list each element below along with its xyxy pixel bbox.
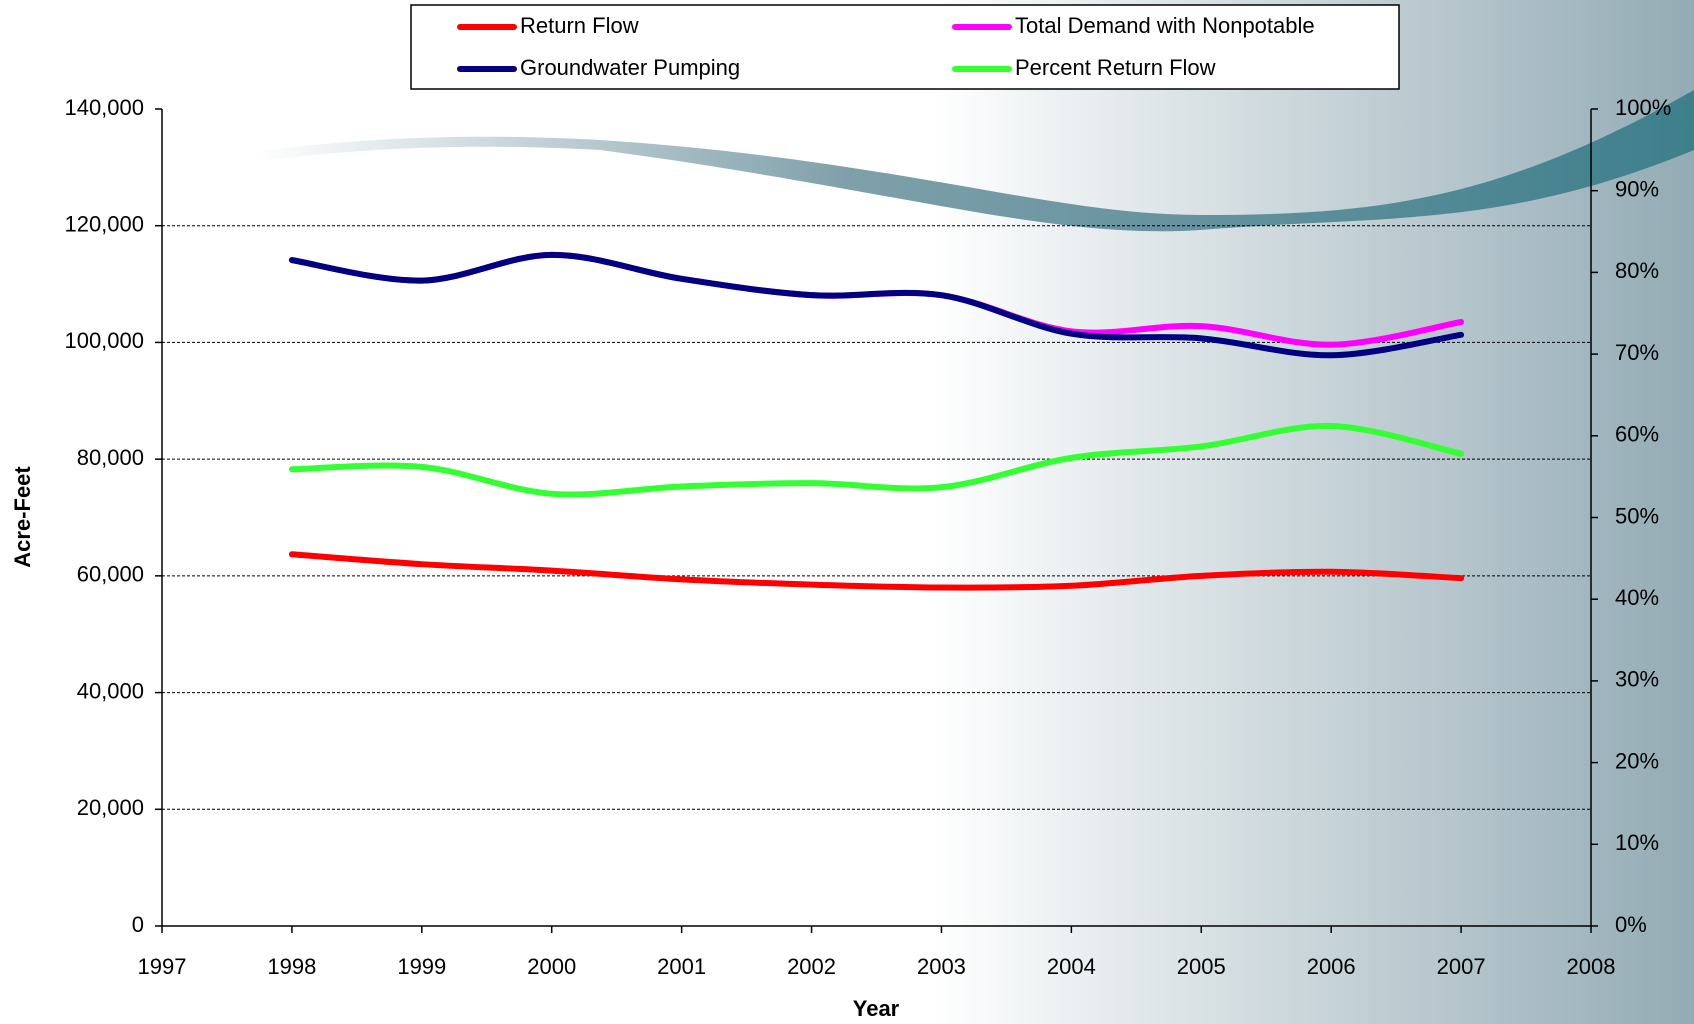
series-line <box>288 551 1465 591</box>
y2-tick-label: 90% <box>1615 177 1659 202</box>
legend-label: Groundwater Pumping <box>520 55 740 80</box>
y2-tick-label: 100% <box>1615 95 1671 120</box>
x-tick-label: 2001 <box>657 954 706 979</box>
y2-tick-label: 50% <box>1615 503 1659 528</box>
x-tick-label: 2002 <box>787 954 836 979</box>
y-tick-label: 120,000 <box>64 212 144 237</box>
y2-tick-label: 20% <box>1615 748 1659 773</box>
legend <box>410 4 1400 90</box>
y-tick-label: 60,000 <box>77 562 144 587</box>
x-tick-label: 1999 <box>397 954 446 979</box>
series-line <box>288 251 1465 359</box>
y-tick-label: 40,000 <box>77 678 144 703</box>
y2-tick-label: 30% <box>1615 667 1659 692</box>
x-tick-label: 2008 <box>1567 954 1616 979</box>
x-tick-label: 2006 <box>1307 954 1356 979</box>
y2-tick-label: 80% <box>1615 258 1659 283</box>
y2-tick-label: 60% <box>1615 422 1659 447</box>
legend-label: Total Demand with Nonpotable <box>1015 13 1315 38</box>
x-tick-label: 2004 <box>1047 954 1096 979</box>
y-tick-label: 20,000 <box>77 795 144 820</box>
series-line <box>288 422 1465 498</box>
x-tick-label: 2007 <box>1437 954 1486 979</box>
x-tick-label: 2000 <box>527 954 576 979</box>
y2-tick-label: 10% <box>1615 830 1659 855</box>
y-tick-label: 80,000 <box>77 445 144 470</box>
x-axis-title: Year <box>853 996 900 1021</box>
y-tick-label: 140,000 <box>64 95 144 120</box>
y2-tick-label: 70% <box>1615 340 1659 365</box>
legend-label: Return Flow <box>520 13 639 38</box>
legend-label: Percent Return Flow <box>1015 55 1216 80</box>
x-tick-label: 2005 <box>1177 954 1226 979</box>
y-tick-label: 100,000 <box>64 328 144 353</box>
x-tick-label: 1998 <box>267 954 316 979</box>
y2-tick-label: 0% <box>1615 912 1647 937</box>
y2-tick-label: 40% <box>1615 585 1659 610</box>
y-axis-title: Acre-Feet <box>10 466 35 568</box>
x-tick-label: 1997 <box>138 954 187 979</box>
y-tick-label: 0 <box>132 912 144 937</box>
x-tick-label: 2003 <box>917 954 966 979</box>
